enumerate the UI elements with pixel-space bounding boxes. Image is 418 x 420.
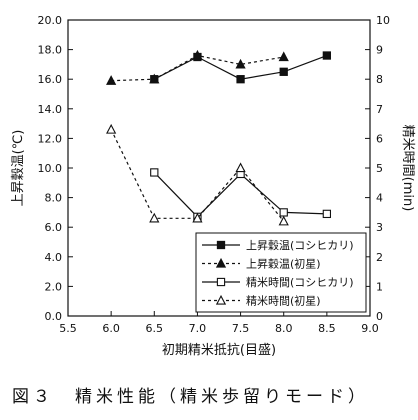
data-point-series-2: [192, 49, 203, 60]
y-left-tick-label: 12.0: [38, 132, 63, 145]
data-point-series-2: [149, 73, 160, 84]
x-tick-label: 9.0: [361, 322, 379, 335]
y-right-tick-label: 3: [376, 221, 383, 234]
x-tick-label: 6.0: [102, 322, 120, 335]
y-right-tick-label: 2: [376, 251, 383, 264]
y-right-tick-label: 0: [376, 310, 383, 323]
y-right-tick-label: 5: [376, 162, 383, 175]
series-line-3: [153, 172, 327, 218]
data-point-series-4: [235, 162, 246, 173]
legend-marker-1: [216, 240, 226, 250]
data-point-series-4: [192, 212, 203, 223]
data-point-series-3: [279, 208, 288, 217]
y-left-tick-label: 6.0: [45, 221, 63, 234]
x-tick-label: 5.5: [59, 322, 77, 335]
y-left-tick-label: 16.0: [38, 73, 63, 86]
legend-marker-3: [216, 277, 226, 287]
y-right-axis-title: 精米時間(min): [400, 125, 415, 212]
y-right-tick-label: 8: [376, 73, 383, 86]
y-right-tick-label: 7: [376, 103, 383, 116]
x-tick-label: 6.5: [146, 322, 164, 335]
y-right-tick-label: 6: [376, 132, 383, 145]
chart: 5.5 6.0 6.5 7.0 7.5 8.0 8.5 9.0 0.0 2.0 4.0 6.0 8.0 1…: [11, 14, 415, 358]
y-left-tick-label: 4.0: [45, 251, 63, 264]
y-left-tick-label: 10.0: [38, 162, 63, 175]
y-left-tick-label: 20.0: [38, 14, 63, 27]
legend-label-2: 上昇穀温(初星): [246, 257, 321, 271]
y-left-axis-title: 上昇穀温(℃): [11, 130, 26, 207]
legend-marker-2: [215, 257, 227, 268]
y-right-tick-label: 9: [376, 44, 383, 57]
data-point-series-1: [236, 75, 245, 84]
data-point-series-4: [106, 123, 117, 134]
data-point-series-4: [278, 215, 289, 226]
legend-label-4: 精米時間(初星): [246, 294, 321, 308]
y-left-tick-label: 0.0: [45, 310, 63, 323]
data-point-series-2: [278, 51, 289, 62]
y-left-tick-label: 14.0: [38, 103, 63, 116]
data-point-series-3: [322, 209, 332, 219]
x-tick-label: 8.0: [275, 322, 293, 335]
figure-caption: 図３ 精米性能（精米歩留りモード）: [12, 387, 369, 407]
y-right-tick-label: 1: [376, 280, 383, 293]
data-point-series-2: [106, 75, 117, 85]
y-left-tick-label: 8.0: [45, 192, 63, 205]
y-right-tick-label: 4: [376, 192, 383, 205]
y-left-tick-label: 2.0: [45, 280, 63, 293]
data-point-series-1: [322, 51, 332, 60]
x-tick-label: 7.0: [189, 322, 207, 335]
data-point-series-3: [150, 168, 159, 177]
chart-container: 5.5 6.0 6.5 7.0 7.5 8.0 8.5 9.0 0.0 2.0 4.0 6.0 8.0 1…: [11, 14, 415, 358]
x-tick-label: 8.5: [318, 322, 336, 335]
x-axis-title: 初期精米抵抗(目盛): [162, 343, 276, 358]
legend-label-3: 精米時間(コシヒカリ): [246, 276, 354, 289]
y-left-tick-label: 18.0: [38, 44, 63, 57]
x-tick-label: 7.5: [232, 322, 250, 335]
y-right-tick-label: 10: [376, 14, 390, 27]
legend-label-1: 上昇穀温(コシヒカリ): [246, 239, 354, 252]
data-point-series-4: [149, 212, 160, 223]
data-point-series-2: [235, 58, 246, 69]
series-line-4: [110, 129, 285, 222]
data-point-series-1: [279, 67, 288, 76]
legend-marker-4: [215, 294, 227, 305]
